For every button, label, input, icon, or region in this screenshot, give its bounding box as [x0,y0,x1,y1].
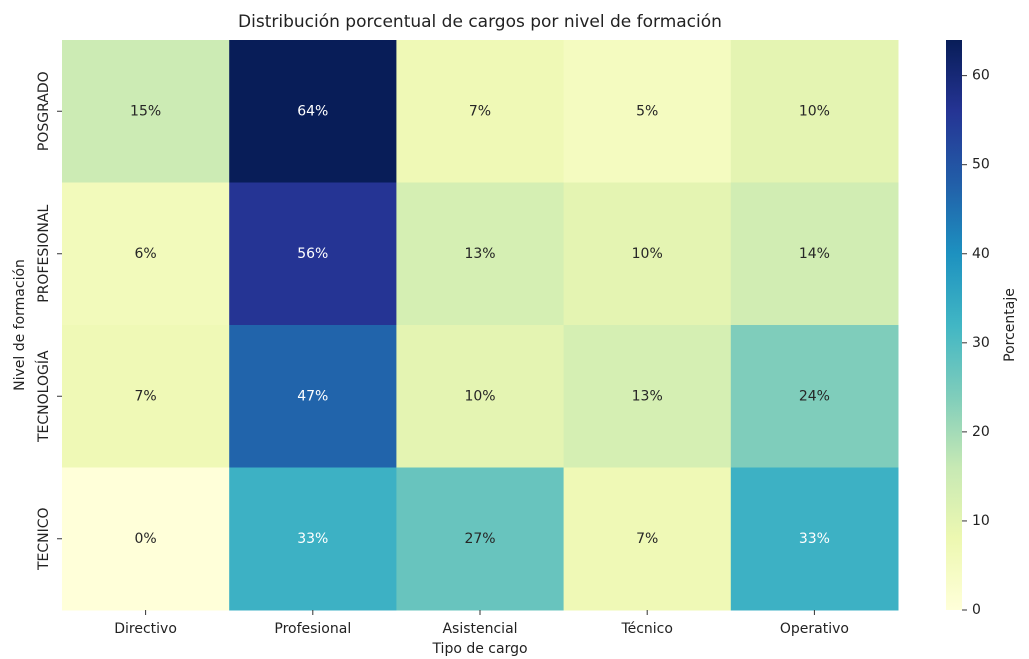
colorbar-tick-label: 60 [972,68,990,84]
cell-label: 13% [632,388,663,404]
cell-label: 7% [469,103,491,119]
x-tick-label: Asistencial [442,621,517,637]
heat-cell [229,182,397,326]
y-tick-label: PROFESIONAL [36,205,52,303]
heat-cell [396,325,565,468]
cell-label: 10% [632,246,663,262]
cell-label: 10% [799,103,830,119]
heat-cell [62,325,230,468]
cell-label: 7% [134,388,156,404]
colorbar-label: Porcentaje [1002,288,1018,362]
colorbar-tick-label: 50 [972,157,990,173]
x-axis-label: Tipo de cargo [431,641,527,657]
y-tick-label: POSGRADO [36,71,52,151]
x-tick-label: Operativo [780,621,849,637]
heat-cell [62,40,230,183]
heat-cell [563,182,732,326]
y-tick-label: TECNOLOGÍA [35,350,52,443]
colorbar-tick-label: 10 [972,513,990,529]
heat-cell [396,467,565,611]
colorbar-tick-label: 0 [972,602,981,618]
heat-cell [730,325,899,468]
heat-cell [229,467,397,611]
y-tick-label: TECNICO [36,507,52,571]
heat-cell [62,467,230,611]
heat-cell [62,182,230,326]
heat-cell [563,40,732,183]
cell-label: 14% [799,246,830,262]
cell-label: 27% [464,531,495,547]
x-tick-label: Profesional [274,621,351,637]
cell-label: 7% [636,531,658,547]
cell-label: 5% [636,103,658,119]
heat-cell [563,325,732,468]
heat-cell [396,40,565,183]
cell-label: 33% [297,531,328,547]
x-tick-label: Técnico [620,621,673,637]
x-tick-label: Directivo [114,621,177,637]
colorbar-tick-label: 20 [972,424,990,440]
cell-label: 10% [464,388,495,404]
cell-label: 64% [297,103,328,119]
heat-cell [730,40,899,183]
heat-cell [730,182,899,326]
chart-title: Distribución porcentual de cargos por ni… [238,12,722,32]
colorbar-tick-label: 40 [972,246,990,262]
cell-label: 24% [799,388,830,404]
heat-cell [730,467,899,611]
cell-label: 47% [297,388,328,404]
cell-label: 6% [134,246,156,262]
heat-cell [229,40,397,183]
cell-label: 56% [297,246,328,262]
cell-label: 33% [799,531,830,547]
colorbar [946,40,962,610]
colorbar-tick-label: 30 [972,335,990,351]
heat-cell [563,467,732,611]
cell-label: 13% [464,246,495,262]
cell-label: 0% [134,531,156,547]
heat-cell [396,182,565,326]
cell-label: 15% [130,103,161,119]
y-axis-label: Nivel de formación [12,259,28,391]
heat-cell [229,325,397,468]
